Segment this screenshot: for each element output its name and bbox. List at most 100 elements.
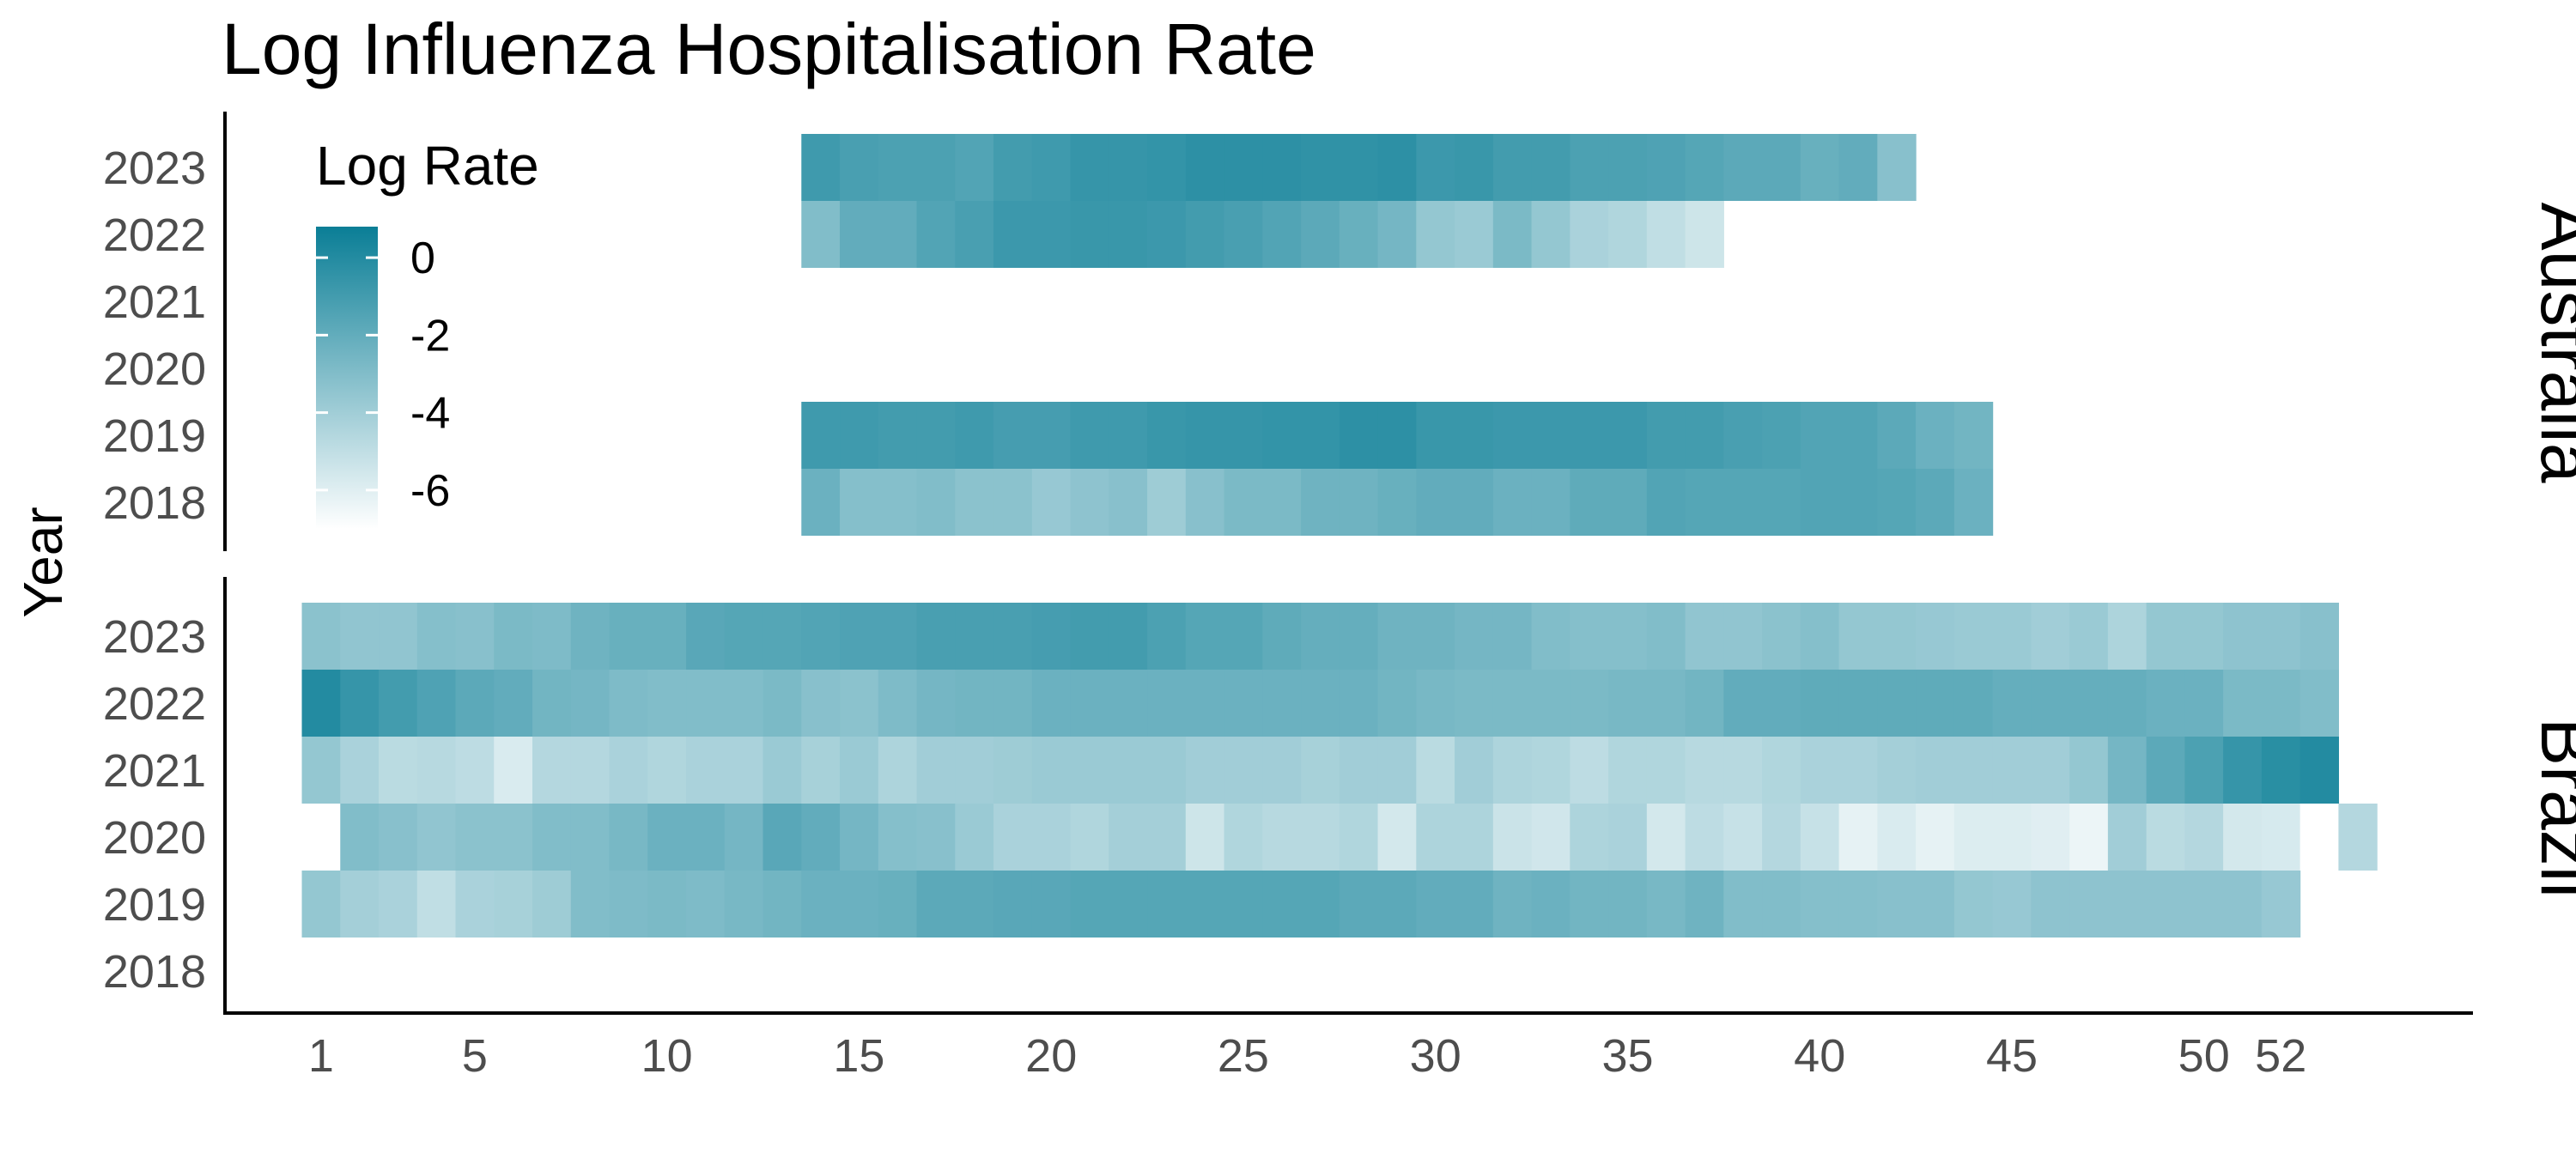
heatmap-cell: [1800, 469, 1840, 536]
heatmap-cell: [1992, 737, 2032, 804]
heatmap-cell: [1570, 134, 1609, 201]
heatmap-cell: [686, 804, 726, 871]
heatmap-cell: [878, 737, 918, 804]
heatmap-cell: [1070, 871, 1109, 938]
y-tick-label: 2021: [103, 745, 206, 797]
heatmap-cell: [1608, 804, 1648, 871]
y-tick-label: 2018: [103, 477, 206, 529]
heatmap-cell: [801, 134, 841, 201]
heatmap-cell: [647, 603, 687, 670]
heatmap-cell: [1723, 603, 1763, 670]
heatmap-cell: [301, 670, 341, 737]
heatmap-cell: [1953, 871, 1994, 938]
heatmap-cell: [647, 670, 687, 737]
heatmap-cell: [993, 402, 1033, 469]
heatmap-cell: [993, 603, 1033, 670]
heatmap-cell: [916, 469, 956, 536]
heatmap-cell: [2338, 804, 2378, 871]
heatmap-cell: [1147, 737, 1187, 804]
heatmap-cell: [1185, 804, 1225, 871]
heatmap-cell: [762, 804, 802, 871]
heatmap-cell: [379, 871, 418, 938]
panel-australia: 2023 2022 2021 2020 2019 2018 Australia: [103, 134, 2576, 536]
heatmap-cell: [1570, 402, 1609, 469]
heatmap-cell: [1877, 871, 1917, 938]
heatmap-cell: [379, 670, 418, 737]
heatmap-cell: [1492, 201, 1533, 268]
heatmap-cell: [1492, 804, 1533, 871]
x-axis-ticks: 1 5 10 15 20 25 30 35 40 45 50 52: [308, 1030, 2306, 1082]
heatmap-cell: [1762, 804, 1801, 871]
heatmap-cell: [1377, 670, 1417, 737]
heatmap-cell: [1185, 201, 1225, 268]
heatmap-cell: [1416, 670, 1455, 737]
heatmap-cell: [1262, 670, 1302, 737]
heatmap-cell: [455, 737, 495, 804]
legend-colorbar: [316, 227, 378, 529]
heatmap-cell: [878, 603, 918, 670]
heatmap-cell: [1339, 201, 1379, 268]
legend-ticks: 0 -2 -4 -6: [316, 234, 450, 516]
heatmap-cell: [1570, 670, 1609, 737]
heatmap-cell: [1147, 201, 1187, 268]
heatmap-cell: [2261, 670, 2301, 737]
heatmap-cell: [1339, 737, 1379, 804]
heatmap-cell: [301, 871, 341, 938]
heatmap-cell: [955, 469, 994, 536]
heatmap-cell: [2223, 871, 2263, 938]
heatmap-cell: [1762, 469, 1801, 536]
heatmap-cell: [1570, 737, 1609, 804]
heatmap-cell: [1531, 871, 1571, 938]
heatmap-cell: [1723, 402, 1763, 469]
heatmap-cell: [609, 603, 648, 670]
heatmap-cell: [1723, 871, 1763, 938]
heatmap-cell: [1224, 871, 1263, 938]
heatmap-cell: [609, 670, 648, 737]
heatmap-panels: 202320222021202020192018Australia2023202…: [103, 134, 2576, 998]
heatmap-cell: [1031, 737, 1072, 804]
heatmap-cell: [2223, 603, 2263, 670]
heatmap-cell: [1224, 670, 1263, 737]
heatmap-cell: [1109, 201, 1148, 268]
heatmap-cell: [340, 804, 380, 871]
heatmap-cell: [1838, 134, 1878, 201]
heatmap-cell: [2069, 804, 2109, 871]
heatmap-cell: [1570, 201, 1609, 268]
heatmap-cell: [647, 737, 687, 804]
y-tick-label: 2020: [103, 343, 206, 395]
legend-title: Log Rate: [316, 135, 539, 197]
heatmap-cell: [2300, 670, 2339, 737]
x-tick-label: 52: [2255, 1030, 2306, 1082]
heatmap-cell: [1992, 871, 2032, 938]
heatmap-cell: [1455, 737, 1494, 804]
heatmap-cell: [1416, 134, 1455, 201]
heatmap-cell: [1301, 804, 1340, 871]
heatmap-cell: [1416, 871, 1455, 938]
heatmap-cell: [1646, 134, 1686, 201]
heatmap-cell: [1339, 469, 1379, 536]
x-tick-label: 35: [1601, 1030, 1653, 1082]
heatmap-cell: [1416, 402, 1455, 469]
heatmap-cell: [1377, 469, 1417, 536]
heatmap-cell: [1723, 134, 1763, 201]
x-tick-label: 10: [641, 1030, 693, 1082]
heatmap-cell: [2031, 804, 2070, 871]
heatmap-cell: [1762, 737, 1801, 804]
heatmap-cell: [1070, 201, 1109, 268]
heatmap-cell: [2031, 871, 2070, 938]
heatmap-cell: [570, 737, 611, 804]
legend-tick-label: -4: [410, 389, 450, 439]
heatmap-cell: [532, 871, 572, 938]
heatmap-cell: [916, 670, 956, 737]
heatmap-cell: [1070, 670, 1109, 737]
heatmap-cell: [724, 871, 764, 938]
heatmap-cell: [1301, 201, 1340, 268]
heatmap-cell: [1608, 134, 1648, 201]
heatmap-cell: [840, 804, 879, 871]
heatmap-cell: [993, 871, 1033, 938]
heatmap-cell: [1224, 402, 1263, 469]
heatmap-cell: [2261, 871, 2301, 938]
heatmap-cell: [1762, 134, 1801, 201]
x-tick-label: 5: [462, 1030, 488, 1082]
heatmap-cell: [1377, 737, 1417, 804]
